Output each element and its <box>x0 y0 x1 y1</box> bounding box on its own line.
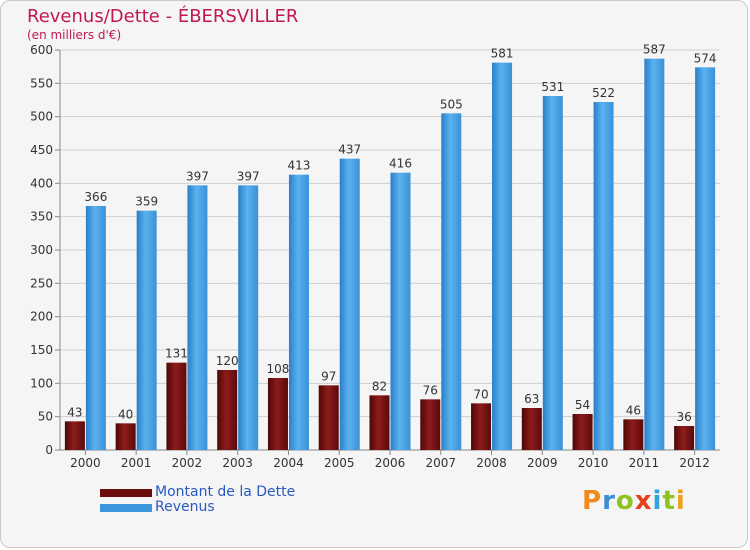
data-label-debt: 97 <box>321 369 336 383</box>
y-tick-label: 150 <box>30 343 53 357</box>
bar-revenue <box>593 102 614 450</box>
proxiti-logo: Proxiti <box>582 486 686 516</box>
bar-revenue <box>136 210 157 450</box>
bar-debt <box>166 362 187 450</box>
data-label-debt: 76 <box>423 383 438 397</box>
chart-subtitle: (en milliers d'€) <box>27 28 122 42</box>
data-label-revenue: 522 <box>592 86 615 100</box>
data-label-revenue: 366 <box>84 190 107 204</box>
bar-revenue <box>492 62 513 451</box>
bar-revenue <box>288 174 309 450</box>
data-label-revenue: 505 <box>440 97 463 111</box>
legend-label-revenue: Revenus <box>155 499 215 515</box>
data-label-revenue: 574 <box>694 51 717 65</box>
bar-debt <box>318 385 339 450</box>
data-label-revenue: 581 <box>491 47 514 61</box>
bar-debt <box>420 399 441 450</box>
legend-label-debt: Montant de la Dette <box>155 484 296 500</box>
y-tick-label: 600 <box>30 43 53 57</box>
data-label-debt: 54 <box>575 398 590 412</box>
legend-swatch-debt <box>100 489 152 497</box>
data-label-debt: 43 <box>67 405 82 419</box>
bars <box>64 58 716 451</box>
bar-debt <box>267 378 288 450</box>
x-tick-label: 2002 <box>172 456 203 470</box>
x-tick-label: 2010 <box>578 456 609 470</box>
x-tick-label: 2009 <box>527 456 558 470</box>
bar-debt <box>64 421 85 450</box>
logo-letter: i <box>675 486 686 516</box>
grid-lines <box>59 49 720 451</box>
bar-revenue <box>695 67 716 450</box>
y-tick-label: 50 <box>38 410 53 424</box>
logo-letter: x <box>634 486 653 516</box>
bar-revenue <box>85 206 106 450</box>
bar-revenue <box>339 158 360 450</box>
x-tick-label: 2001 <box>121 456 152 470</box>
y-tick-label: 550 <box>30 76 53 90</box>
chart-title: Revenus/Dette - ÉBERSVILLER <box>27 6 299 27</box>
data-label-revenue: 413 <box>288 159 311 173</box>
bar-debt <box>217 370 238 450</box>
y-tick-label: 300 <box>30 243 53 257</box>
bar-debt <box>471 403 492 450</box>
y-tick-label: 200 <box>30 310 53 324</box>
data-label-debt: 120 <box>216 354 239 368</box>
x-tick-label: 2011 <box>629 456 660 470</box>
data-label-debt: 131 <box>165 347 188 361</box>
logo-letter: i <box>652 486 663 516</box>
data-label-debt: 46 <box>626 403 641 417</box>
bar-debt <box>572 414 593 450</box>
bar-revenue <box>390 172 411 450</box>
data-label-revenue: 359 <box>135 195 158 209</box>
data-label-debt: 70 <box>473 387 488 401</box>
x-tick-label: 2012 <box>679 456 710 470</box>
x-tick-label: 2003 <box>222 456 253 470</box>
y-tick-label: 350 <box>30 210 53 224</box>
y-tick-label: 100 <box>30 376 53 390</box>
x-tick-label: 2006 <box>375 456 406 470</box>
x-tick-label: 2007 <box>425 456 456 470</box>
bar-debt <box>674 426 695 450</box>
y-tick-label: 450 <box>30 143 53 157</box>
y-tick-label: 0 <box>45 443 53 457</box>
y-axis-ticks: 0 50 100 150 200 250 300 350 400 450 500 550 600 <box>30 43 60 457</box>
bar-revenue <box>441 113 462 450</box>
bar-debt <box>369 395 390 450</box>
logo-letter: t <box>662 486 676 516</box>
data-label-revenue: 587 <box>643 43 666 57</box>
bar-revenue <box>644 58 665 451</box>
logo-letter: r <box>602 486 616 516</box>
y-tick-label: 250 <box>30 276 53 290</box>
x-axis-ticks: 2000 2001 2002 2003 2004 2005 2006 2007 2008 2009… <box>70 450 710 470</box>
x-tick-label: 2008 <box>476 456 507 470</box>
bar-revenue <box>542 96 563 450</box>
x-tick-label: 2000 <box>70 456 101 470</box>
bar-revenue <box>238 185 259 451</box>
y-tick-label: 400 <box>30 176 53 190</box>
legend-swatch-revenue <box>100 504 152 512</box>
bar-debt <box>521 408 542 450</box>
data-label-debt: 40 <box>118 407 133 421</box>
x-tick-label: 2005 <box>324 456 355 470</box>
data-label-revenue: 416 <box>389 157 412 171</box>
bar-revenue <box>187 185 208 451</box>
data-label-revenue: 397 <box>237 169 260 183</box>
bar-debt <box>623 419 644 450</box>
logo-letter: o <box>615 486 635 516</box>
data-labels: 43 366 40 359 131 397 120 397 108 413 97 437 82 416 76… <box>67 43 716 424</box>
data-label-debt: 108 <box>267 362 290 376</box>
data-label-revenue: 437 <box>338 143 361 157</box>
data-label-revenue: 397 <box>186 169 209 183</box>
bar-debt <box>115 423 136 450</box>
logo-letter: P <box>582 486 603 516</box>
data-label-debt: 82 <box>372 379 387 393</box>
x-tick-label: 2004 <box>273 456 304 470</box>
data-label-revenue: 531 <box>541 80 564 94</box>
data-label-debt: 63 <box>524 392 539 406</box>
y-tick-label: 500 <box>30 110 53 124</box>
data-label-debt: 36 <box>676 410 691 424</box>
